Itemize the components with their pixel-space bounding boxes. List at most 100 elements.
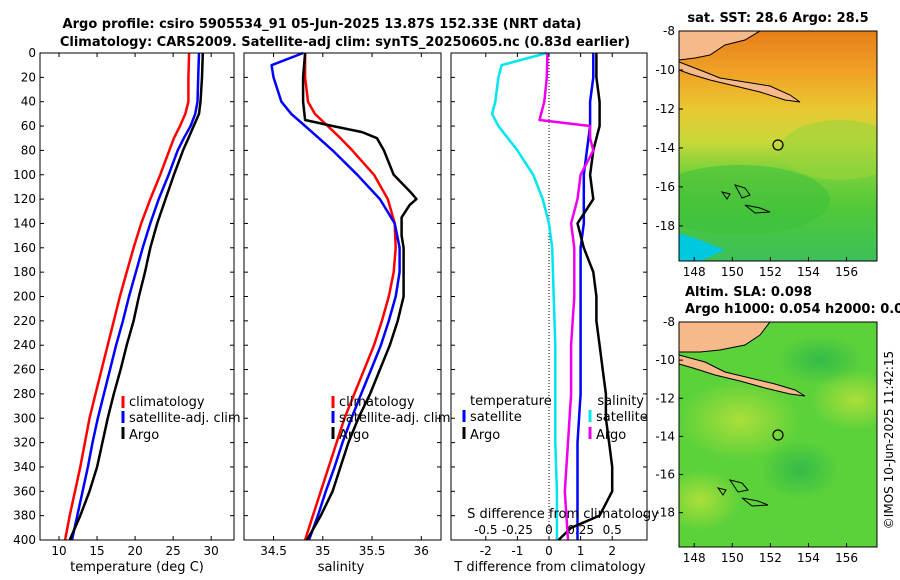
series-argo: [68, 52, 205, 541]
y-tick-label: 300: [13, 411, 36, 425]
salinity-ticks: 34.5 35 35.5 36: [244, 52, 441, 558]
salinity-lines: [270, 51, 418, 541]
map-x-tick-label: 148: [683, 551, 706, 565]
difference-legend-temperature: temperature satellite Argo: [462, 394, 552, 443]
reef-outlines: [716, 479, 769, 507]
sla-map-title-line1: Altim. SLA: 0.098: [685, 285, 812, 300]
series-climatology: [63, 52, 191, 541]
map-y-tick-label: -14: [655, 429, 675, 443]
difference-legend-salinity: salinity satellite Argo: [588, 394, 648, 443]
x-tick-label: 1: [577, 544, 585, 558]
difference-ticks: -2 -1 0 1 2 -0.5 -0.25 0 0.25 0.5: [451, 52, 647, 558]
legend-title-temperature: temperature: [470, 394, 552, 409]
map-y-tick-label: -16: [655, 180, 675, 194]
salinity-panel: 34.5 35 35.5 36 climatology satellite-adj. …: [243, 51, 451, 575]
figure-title-line2: Climatology: CARS2009. Satellite-adj cli…: [60, 35, 630, 50]
legend-label-argo-S: Argo: [596, 428, 626, 443]
sst-cool-patch: [679, 165, 830, 235]
map-y-tick-label: -16: [655, 468, 675, 482]
x-tick-label: 10: [51, 544, 66, 558]
x-tick-label: 35.5: [359, 544, 386, 558]
sst-cold-corner: [679, 233, 725, 261]
x-tick-label-S: -0.5: [474, 523, 497, 537]
sla-map-frame: [678, 321, 878, 548]
temperature-ticks: 0 20 40 60 80 100 120 140 160 180 200 220 240 260 280 3…: [13, 46, 234, 558]
y-tick-label: 380: [13, 509, 36, 523]
legend-label-sat-T: satellite: [470, 410, 522, 425]
y-tick-label: 280: [13, 387, 36, 401]
x-tick-label: 34.5: [260, 544, 287, 558]
map-y-tick-label: -10: [655, 63, 675, 77]
map-x-tick-label: 152: [759, 551, 782, 565]
y-tick-label: 60: [21, 119, 36, 133]
x-tick-label: -2: [480, 544, 492, 558]
sst-map-frame: [678, 30, 878, 262]
legend-label-sat-S: satellite: [596, 410, 648, 425]
temperature-axes-box: [39, 52, 235, 541]
salinity-axes-box: [243, 52, 442, 541]
sla-low-1: [760, 440, 840, 500]
map-y-tick-label: -18: [655, 219, 675, 233]
argo-position-marker: [772, 429, 784, 441]
land-new-guinea: [679, 31, 761, 61]
legend-label-climatology: climatology: [129, 395, 205, 410]
legend-label-argo: Argo: [129, 428, 159, 443]
y-tick-label: 160: [13, 241, 36, 255]
y-tick-label: 0: [28, 46, 36, 60]
series-argo-t: [557, 53, 614, 541]
x-tick-label: 35: [315, 544, 330, 558]
temperature-lines: [63, 52, 205, 541]
sla-map-title-line2: Argo h1000: 0.054 h2000: 0.043: [685, 302, 900, 317]
sla-map-ticks: 148 150 152 154 156 -8 -10 -12 -14 -16 -18: [655, 315, 858, 565]
y-tick-label: 400: [13, 533, 36, 547]
map-x-tick-label: 148: [683, 265, 706, 279]
series-satellite-adj-clim: [70, 52, 201, 541]
legend-label-satellite: satellite-adj. clim: [339, 411, 451, 426]
x-tick-label-S: 0.25: [567, 523, 594, 537]
legend-title-salinity: salinity: [597, 394, 644, 409]
legend-label-argo: Argo: [339, 428, 369, 443]
salinity-xlabel: salinity: [318, 560, 365, 575]
x-tick-label: 25: [165, 544, 180, 558]
y-tick-label: 240: [13, 338, 36, 352]
y-tick-label: 100: [13, 168, 36, 182]
x-tick-label: 20: [127, 544, 142, 558]
map-x-tick-label: 156: [835, 265, 858, 279]
series-climatology: [303, 53, 397, 541]
x-tick-label: 2: [608, 544, 616, 558]
argo-position-marker: [772, 139, 784, 151]
sst-warm-patch: [780, 120, 877, 180]
x-tick-label-S: -0.25: [502, 523, 533, 537]
y-tick-label: 140: [13, 216, 36, 230]
difference-lines: [490, 51, 614, 541]
y-tick-label: 360: [13, 484, 36, 498]
land-new-guinea: [679, 322, 771, 353]
map-y-tick-label: -12: [655, 102, 675, 116]
x-tick-label: 0: [545, 544, 553, 558]
difference-T-xlabel: T difference from climatology: [453, 560, 646, 575]
sst-map: sat. SST: 28.6 Argo: 28.5 148 150 152 154 15…: [655, 11, 878, 279]
temperature-panel: 0 20 40 60 80 100 120 140 160 180 200 220 240 260 280 3…: [13, 46, 241, 575]
map-x-tick-label: 154: [797, 551, 820, 565]
y-tick-label: 20: [21, 70, 36, 84]
y-tick-label: 200: [13, 290, 36, 304]
sla-high-3: [679, 470, 740, 530]
y-tick-label: 340: [13, 460, 36, 474]
y-tick-label: 180: [13, 265, 36, 279]
map-x-tick-label: 150: [721, 551, 744, 565]
difference-S-xlabel: S difference from climatology: [467, 507, 659, 522]
series-argo-s: [538, 52, 595, 541]
sla-map: Altim. SLA: 0.098 Argo h1000: 0.054 h200…: [655, 285, 900, 565]
legend-label-argo-T: Argo: [470, 428, 500, 443]
difference-panel: -2 -1 0 1 2 -0.5 -0.25 0 0.25 0.5 temperature sat…: [450, 51, 659, 575]
series-satellite-s: [490, 51, 559, 540]
map-x-tick-label: 154: [797, 265, 820, 279]
map-y-tick-label: -18: [655, 506, 675, 520]
map-y-tick-label: -14: [655, 141, 675, 155]
sst-map-title: sat. SST: 28.6 Argo: 28.5: [687, 11, 868, 26]
y-tick-label: 260: [13, 363, 36, 377]
sst-map-ticks: 148 150 152 154 156 -8 -10 -12 -14 -16 -18: [655, 24, 858, 279]
x-tick-label: 15: [89, 544, 104, 558]
difference-axes-box: [450, 52, 648, 541]
x-tick-label-S: 0.5: [603, 523, 622, 537]
